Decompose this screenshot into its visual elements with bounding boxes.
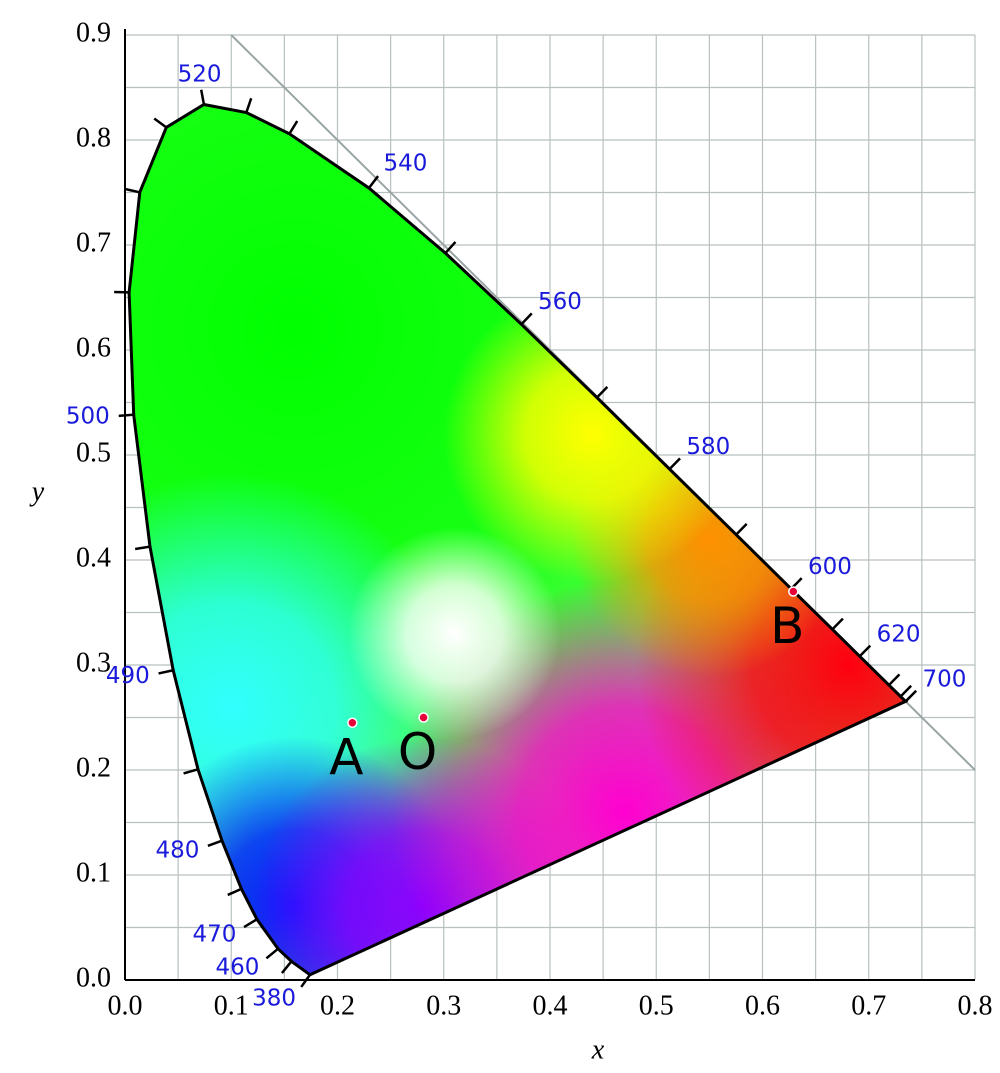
y-tick-label: 0.4 (76, 542, 111, 573)
wavelength-tick (735, 523, 748, 536)
wavelength-label: 560 (538, 289, 582, 315)
x-tick-label: 0.7 (851, 990, 886, 1021)
x-tick-label: 0.4 (533, 990, 568, 1021)
wavelength-tick (888, 673, 901, 686)
point (347, 717, 358, 728)
x-tick-label: 0.1 (214, 990, 249, 1021)
wavelength-label: 540 (384, 151, 428, 177)
wavelength-tick (668, 457, 681, 470)
y-tick-label: 0.6 (76, 332, 111, 363)
point (418, 712, 429, 723)
y-tick-label: 0.2 (76, 752, 111, 783)
y-tick-label: 0.0 (76, 962, 111, 993)
point (788, 586, 799, 597)
point-label: B (770, 597, 804, 655)
y-tick-label: 0.3 (76, 647, 111, 678)
y-tick-label: 0.9 (76, 17, 111, 48)
wavelength-label: 580 (686, 434, 730, 460)
x-tick-label: 0.5 (639, 990, 674, 1021)
wavelength-label: 700 (922, 667, 966, 693)
wavelength-tick (520, 312, 533, 326)
wavelength-tick (858, 644, 872, 658)
wavelength-tick (243, 918, 258, 929)
wavelength-tick (367, 175, 380, 189)
wavelength-tick (199, 89, 206, 105)
wavelength-label: 380 (252, 986, 296, 1012)
wavelength-label: 520 (178, 62, 222, 88)
point-label: A (329, 728, 363, 786)
x-tick-label: 0.8 (958, 990, 993, 1021)
wavelength-tick (118, 413, 134, 418)
x-tick-label: 0.2 (320, 990, 355, 1021)
point-label: O (398, 723, 437, 781)
wavelength-tick (207, 839, 223, 847)
wavelength-tick (134, 545, 151, 551)
wavelength-tick (444, 241, 457, 254)
wavelength-tick (899, 684, 913, 698)
x-tick-label: 0.0 (108, 990, 143, 1021)
wavelength-tick (245, 97, 253, 113)
wavelength-label: 500 (66, 404, 110, 430)
x-tick-label: 0.3 (426, 990, 461, 1021)
wavelength-tick (265, 947, 279, 960)
wavelength-tick (153, 117, 168, 129)
wavelength-tick (831, 617, 844, 631)
wavelength-label: 470 (192, 921, 236, 947)
wavelength-tick (280, 960, 293, 974)
wavelength-tick (904, 689, 918, 703)
wavelength-tick (124, 187, 141, 194)
wavelength-tick (227, 887, 242, 897)
x-axis-label: x (591, 1034, 605, 1065)
wavelength-label: 490 (106, 663, 150, 689)
wavelength-label: 620 (877, 621, 921, 647)
y-axis-label: y (29, 476, 45, 507)
wavelength-tick (158, 669, 174, 675)
wavelength-label: 600 (808, 554, 852, 580)
y-tick-label: 0.7 (76, 227, 111, 258)
wavelength-tick (288, 120, 299, 135)
spectral-locus (127, 102, 909, 977)
y-tick-label: 0.5 (76, 437, 111, 468)
y-tick-label: 0.8 (76, 122, 111, 153)
color-blob (348, 527, 561, 740)
wavelength-tick (300, 974, 311, 988)
wavelength-label: 460 (216, 954, 260, 980)
wavelength-tick (183, 768, 199, 775)
wavelength-label: 480 (156, 837, 200, 863)
wavelength-tick (595, 385, 609, 399)
x-tick-label: 0.6 (745, 990, 780, 1021)
y-tick-label: 0.1 (76, 857, 111, 888)
